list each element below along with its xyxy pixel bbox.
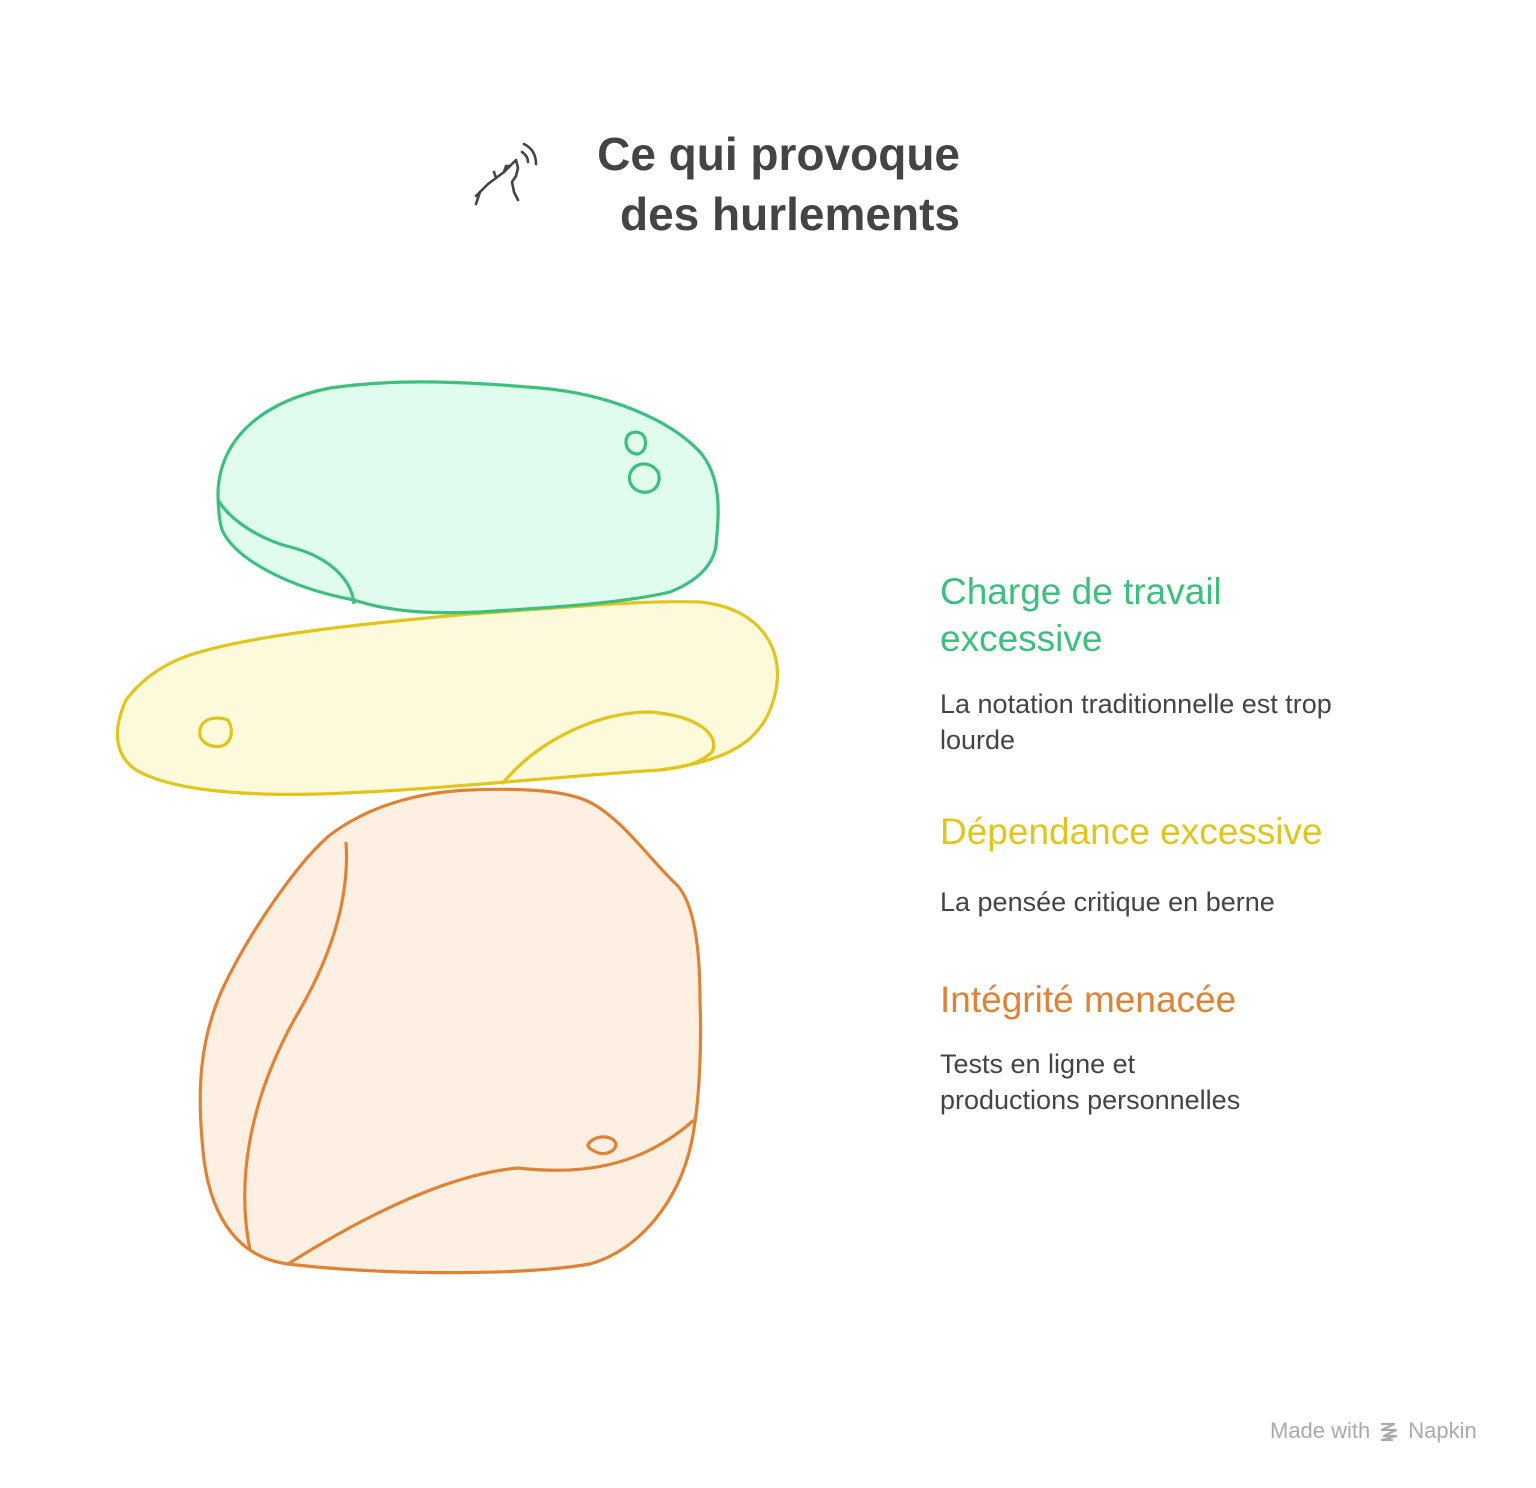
footer-brand: Napkin <box>1408 1418 1477 1443</box>
item-heading-integrite: Intégrité menacée <box>940 976 1236 1023</box>
item-desc-line: productions personnelles <box>940 1085 1241 1115</box>
item-desc-integrite: Tests en ligne et productions personnell… <box>940 1046 1240 1118</box>
item-desc-charge: La notation traditionnelle est trop lour… <box>940 686 1332 758</box>
item-heading-line: excessive <box>940 618 1103 659</box>
title-line-2: des hurlements <box>620 188 960 240</box>
stone-dependance <box>115 600 780 796</box>
item-desc-dependance: La pensée critique en berne <box>940 884 1275 920</box>
title-line-1: Ce qui provoque <box>597 128 960 180</box>
napkin-logo-icon <box>1381 1422 1398 1442</box>
item-desc-line: La pensée critique en berne <box>940 887 1275 917</box>
item-desc-line: La notation traditionnelle est trop <box>940 689 1332 719</box>
howling-wolf-icon <box>474 142 538 206</box>
stone-charge <box>216 380 720 615</box>
item-desc-line: lourde <box>940 725 1016 755</box>
footer-made-with: Made with <box>1270 1418 1371 1443</box>
item-heading-dependance: Dépendance excessive <box>940 808 1323 855</box>
item-heading-line: Intégrité menacée <box>940 979 1237 1020</box>
page-title: Ce qui provoque des hurlements <box>560 124 960 244</box>
stone-integrite <box>198 787 703 1275</box>
item-heading-line: Dépendance excessive <box>940 811 1323 852</box>
item-desc-line: Tests en ligne et <box>940 1049 1136 1079</box>
footer-attribution: Made with Napkin <box>1270 1418 1477 1444</box>
item-heading-line: Charge de travail <box>940 571 1222 612</box>
item-heading-charge: Charge de travail excessive <box>940 568 1222 662</box>
